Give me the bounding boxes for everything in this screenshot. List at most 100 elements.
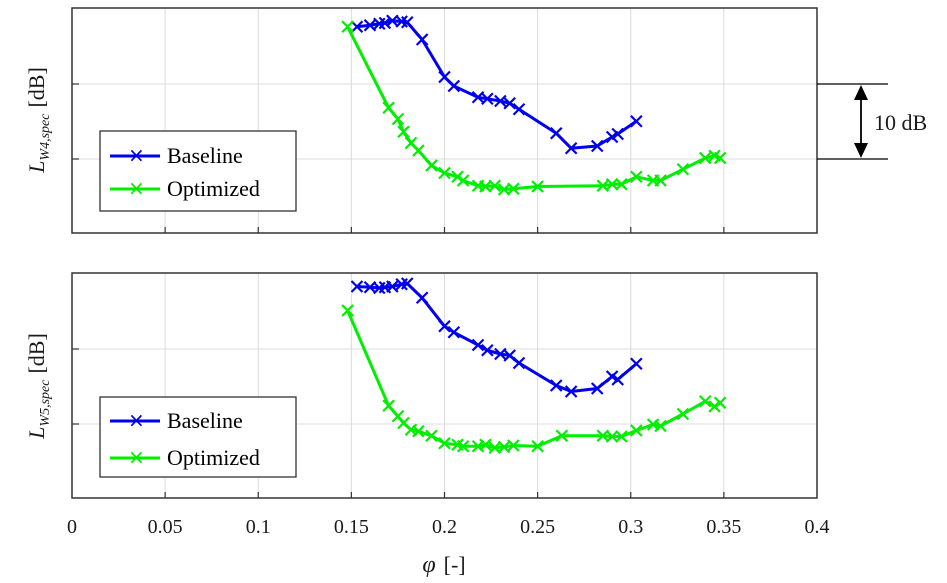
legend-marker-baseline: × (128, 143, 145, 167)
axes-box-top (71, 7, 818, 234)
scale-arrow-up (854, 85, 868, 100)
data-point-optimized (438, 166, 451, 180)
x-tick-label: 0.15 (334, 516, 369, 538)
axes-box-bottom (71, 272, 818, 499)
data-point-optimized (382, 399, 395, 413)
ylabel-bottom: LW5,spec[dB] (24, 333, 53, 440)
series-line-optimized (346, 309, 721, 450)
scale-arrow-down (854, 143, 868, 158)
legend-bottom: × Baseline × Optimized (99, 396, 297, 478)
data-point-optimized (713, 396, 727, 410)
data-point-baseline (611, 373, 624, 386)
legend-box-top (99, 130, 297, 212)
panel-bottom: × Baseline × Optimized LW5,spec[dB] 0 0.0… (24, 272, 830, 578)
data-point-optimized (605, 430, 619, 443)
data-point-optimized (341, 20, 354, 34)
panel-top: × Baseline × Optimized LW4,spec[dB] 10 d… (24, 7, 927, 234)
data-point-baseline (350, 280, 364, 293)
data-point-baseline (447, 325, 461, 339)
data-point-optimized (708, 400, 721, 413)
legend-label-baseline: Baseline (167, 408, 243, 433)
data-point-baseline (438, 319, 451, 333)
x-tick-label: 0.05 (148, 516, 183, 538)
legend-box-bottom (99, 396, 297, 478)
data-point-baseline (350, 20, 364, 34)
data-point-optimized (451, 170, 464, 184)
data-point-baseline (400, 15, 414, 29)
data-point-optimized (438, 436, 451, 450)
data-point-baseline (503, 349, 516, 362)
data-point-baseline (564, 385, 578, 398)
scale-annotation: 10 dB (817, 83, 927, 160)
x-tick-labels: 0 0.05 0.1 0.15 0.2 0.25 0.3 0.35 0.4 (67, 516, 830, 538)
data-point-optimized (605, 177, 619, 191)
data-point-baseline (549, 379, 563, 392)
data-point-optimized (425, 159, 438, 172)
data-point-baseline (590, 382, 604, 395)
data-point-optimized (654, 419, 667, 433)
data-point-baseline (415, 291, 429, 305)
data-point-baseline (503, 96, 516, 110)
data-point-baseline (447, 79, 461, 93)
legend-marker-optimized: × (128, 445, 145, 469)
legend-top: × Baseline × Optimized (99, 130, 297, 212)
data-point-optimized (382, 101, 395, 115)
data-point-optimized (507, 182, 520, 196)
data-point-optimized (425, 429, 438, 443)
data-point-optimized (397, 125, 410, 139)
scale-label: 10 dB (874, 110, 927, 135)
data-point-optimized (531, 180, 544, 193)
x-tick-label: 0.1 (246, 516, 271, 538)
legend-label-baseline: Baseline (167, 143, 243, 168)
data-point-optimized (391, 112, 405, 126)
data-point-baseline (630, 357, 643, 371)
data-point-baseline (564, 141, 578, 155)
data-point-baseline (415, 33, 429, 46)
series-bottom (341, 277, 727, 455)
data-point-baseline (512, 102, 526, 116)
legend-marker-optimized: × (128, 176, 145, 200)
data-point-optimized (488, 179, 502, 193)
data-point-baseline (386, 280, 399, 293)
data-point-optimized (676, 162, 690, 176)
data-point-optimized (412, 144, 425, 157)
x-tick-label: 0 (67, 516, 77, 538)
xlabel: φ [-] (422, 552, 465, 578)
data-point-baseline (481, 92, 494, 106)
data-point-optimized (676, 407, 690, 421)
data-point-optimized (531, 439, 544, 453)
series-line-baseline (356, 282, 638, 393)
data-point-optimized (341, 304, 354, 317)
legend-label-optimized: Optimized (167, 176, 260, 201)
x-tick-label: 0.35 (706, 516, 741, 538)
x-tick-label: 0.4 (805, 516, 830, 538)
data-point-optimized (507, 439, 520, 452)
data-point-optimized (615, 177, 628, 191)
data-point-optimized (630, 424, 643, 437)
series-top (341, 14, 727, 196)
data-point-optimized (698, 394, 712, 408)
data-point-baseline (512, 356, 526, 370)
data-point-baseline (590, 139, 604, 153)
data-point-baseline (481, 343, 494, 357)
data-point-baseline (400, 277, 414, 290)
legend-marker-baseline: × (128, 408, 145, 432)
data-point-optimized (615, 430, 628, 443)
data-point-baseline (630, 114, 643, 128)
x-tick-label: 0.25 (520, 516, 555, 538)
x-tick-label: 0.2 (432, 516, 457, 538)
x-tick-label: 0.3 (618, 516, 643, 538)
data-point-optimized (456, 439, 470, 453)
data-point-optimized (412, 424, 425, 438)
data-point-baseline (611, 127, 624, 141)
ylabel-top: LW4,spec[dB] (24, 67, 53, 174)
data-point-optimized (630, 170, 643, 184)
data-point-optimized (698, 151, 712, 165)
legend-label-optimized: Optimized (167, 445, 260, 470)
series-line-optimized (346, 26, 721, 191)
data-point-optimized (456, 174, 470, 187)
data-point-optimized (479, 438, 492, 452)
data-point-optimized (654, 174, 667, 187)
data-point-baseline (549, 126, 563, 140)
